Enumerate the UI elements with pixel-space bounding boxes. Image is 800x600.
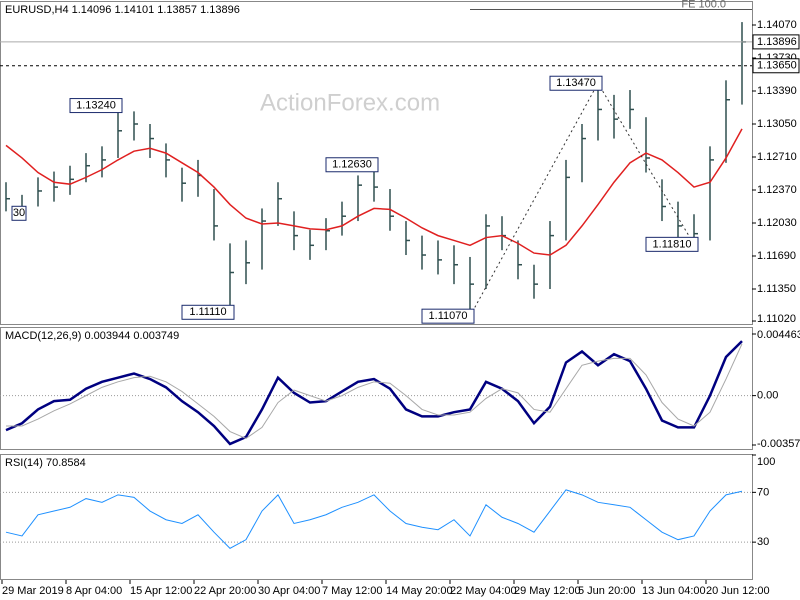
y-tick-label: 0.00 <box>757 390 778 402</box>
x-tick-label: 29 Mar 2019 <box>2 585 64 597</box>
x-tick-label: 29 May 12:00 <box>514 585 581 597</box>
y-tick-label: 1.13050 <box>757 118 797 130</box>
x-tick-label: 5 Jun 20:00 <box>578 585 636 597</box>
indicator-line <box>5 489 743 549</box>
panel-title: EURUSD,H4 1.14096 1.14101 1.13857 1.1389… <box>5 4 240 16</box>
x-tick-label: 20 Jun 12:00 <box>706 585 770 597</box>
annotation-label: 30 <box>13 207 25 219</box>
fe-label: FE 100.0 <box>681 0 726 10</box>
annotation-box <box>325 157 379 173</box>
annotation-label: 1.11110 <box>189 306 226 318</box>
x-tick-label: 13 Jun 04:00 <box>642 585 706 597</box>
y-tick-label: 1.11690 <box>757 250 796 262</box>
y-tick-label: 0.004463 <box>757 329 800 341</box>
annotation-box <box>421 308 475 324</box>
y-tick-label: 100 <box>757 456 775 468</box>
annotation-label: 1.12630 <box>332 159 372 171</box>
panel-frame <box>0 1 753 325</box>
price-box <box>752 34 800 50</box>
annotation-label: 1.13240 <box>76 99 116 111</box>
x-tick-label: 14 May 20:00 <box>386 585 453 597</box>
current-price-label: 1.13896 <box>757 36 797 48</box>
y-tick-label: 1.12370 <box>757 184 797 196</box>
x-tick-label: 7 May 12:00 <box>322 585 383 597</box>
x-tick-label: 30 Apr 04:00 <box>258 585 320 597</box>
y-tick-label: 1.14070 <box>757 19 797 31</box>
watermark: ActionForex.com <box>260 89 440 116</box>
x-tick-label: 15 Apr 12:00 <box>130 585 192 597</box>
panel-title: RSI(14) 70.8584 <box>5 457 86 469</box>
indicator-line <box>6 343 743 439</box>
y-tick-label: 1.13390 <box>757 85 797 97</box>
level-price-label: 1.13650 <box>757 60 797 72</box>
indicator-line <box>5 340 743 446</box>
annotation-label: 1.11810 <box>653 238 692 250</box>
y-tick-label: 1.12030 <box>757 217 797 229</box>
annotation-box <box>645 236 699 252</box>
annotation-label: 1.13470 <box>556 77 596 89</box>
y-tick-label: 1.11350 <box>757 283 796 295</box>
y-tick-label: 1.12710 <box>757 151 797 163</box>
annotation-box <box>181 304 235 320</box>
annotation-box <box>549 75 603 91</box>
y-tick-label: 1.11020 <box>757 313 796 325</box>
price-box <box>752 58 800 74</box>
annotation-box <box>11 205 27 221</box>
panel-frame <box>0 454 753 580</box>
indicator-line <box>5 128 743 256</box>
annotation-box <box>69 98 123 114</box>
x-tick-label: 22 Apr 20:00 <box>194 585 256 597</box>
annotation-label: 1.11070 <box>429 310 468 322</box>
panel-title: MACD(12,26,9) 0.003944 0.003749 <box>5 330 179 342</box>
y-tick-label: 70 <box>757 486 769 498</box>
panel-frame <box>0 327 753 450</box>
y-tick-label: -0.003576 <box>757 438 800 450</box>
x-tick-label: 8 Apr 04:00 <box>66 585 122 597</box>
x-tick-label: 22 May 04:00 <box>450 585 517 597</box>
y-tick-label: 30 <box>757 536 769 548</box>
